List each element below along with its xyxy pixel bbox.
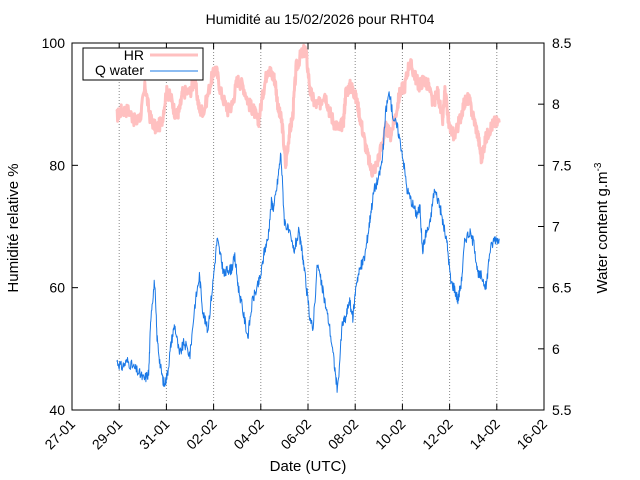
y2-tick-label: 5.5 xyxy=(552,402,572,418)
legend: HR Q water xyxy=(82,47,204,81)
y-tick-label: 100 xyxy=(42,35,66,51)
y2-tick-label: 8.5 xyxy=(552,35,572,51)
y-axis-title: Humidité relative % xyxy=(5,163,22,292)
legend-label-hr: HR xyxy=(124,47,144,63)
y-axis-left: 40 60 80 100 xyxy=(42,35,78,418)
q-water-series xyxy=(116,91,500,393)
y2-axis-title: Water content g.m-3 xyxy=(593,162,611,293)
y2-tick-label: 6.5 xyxy=(552,280,572,296)
y-tick-label: 60 xyxy=(49,280,65,296)
y2-tick-label: 7.5 xyxy=(552,157,572,173)
y2-axis-title-superscript: -3 xyxy=(593,162,604,171)
x-axis-title: Date (UTC) xyxy=(270,458,347,475)
vertical-grid xyxy=(118,43,498,410)
y2-tick-label: 7 xyxy=(552,219,560,235)
y2-tick-label: 6 xyxy=(552,341,560,357)
q-water-line xyxy=(116,91,500,393)
chart-title: Humidité au 15/02/2026 pour RHT04 xyxy=(206,11,435,27)
y2-tick-label: 8 xyxy=(552,96,560,112)
y-axis-right: 5.5 6 6.5 7 7.5 8 8.5 xyxy=(538,35,572,418)
y-tick-label: 80 xyxy=(49,157,65,173)
y-tick-label: 40 xyxy=(49,402,65,418)
hr-line xyxy=(115,43,501,178)
legend-label-q-water: Q water xyxy=(95,62,144,78)
hr-series xyxy=(115,43,501,178)
y2-axis-title-text: Water content g.m xyxy=(594,171,611,293)
legend-box xyxy=(82,47,204,81)
